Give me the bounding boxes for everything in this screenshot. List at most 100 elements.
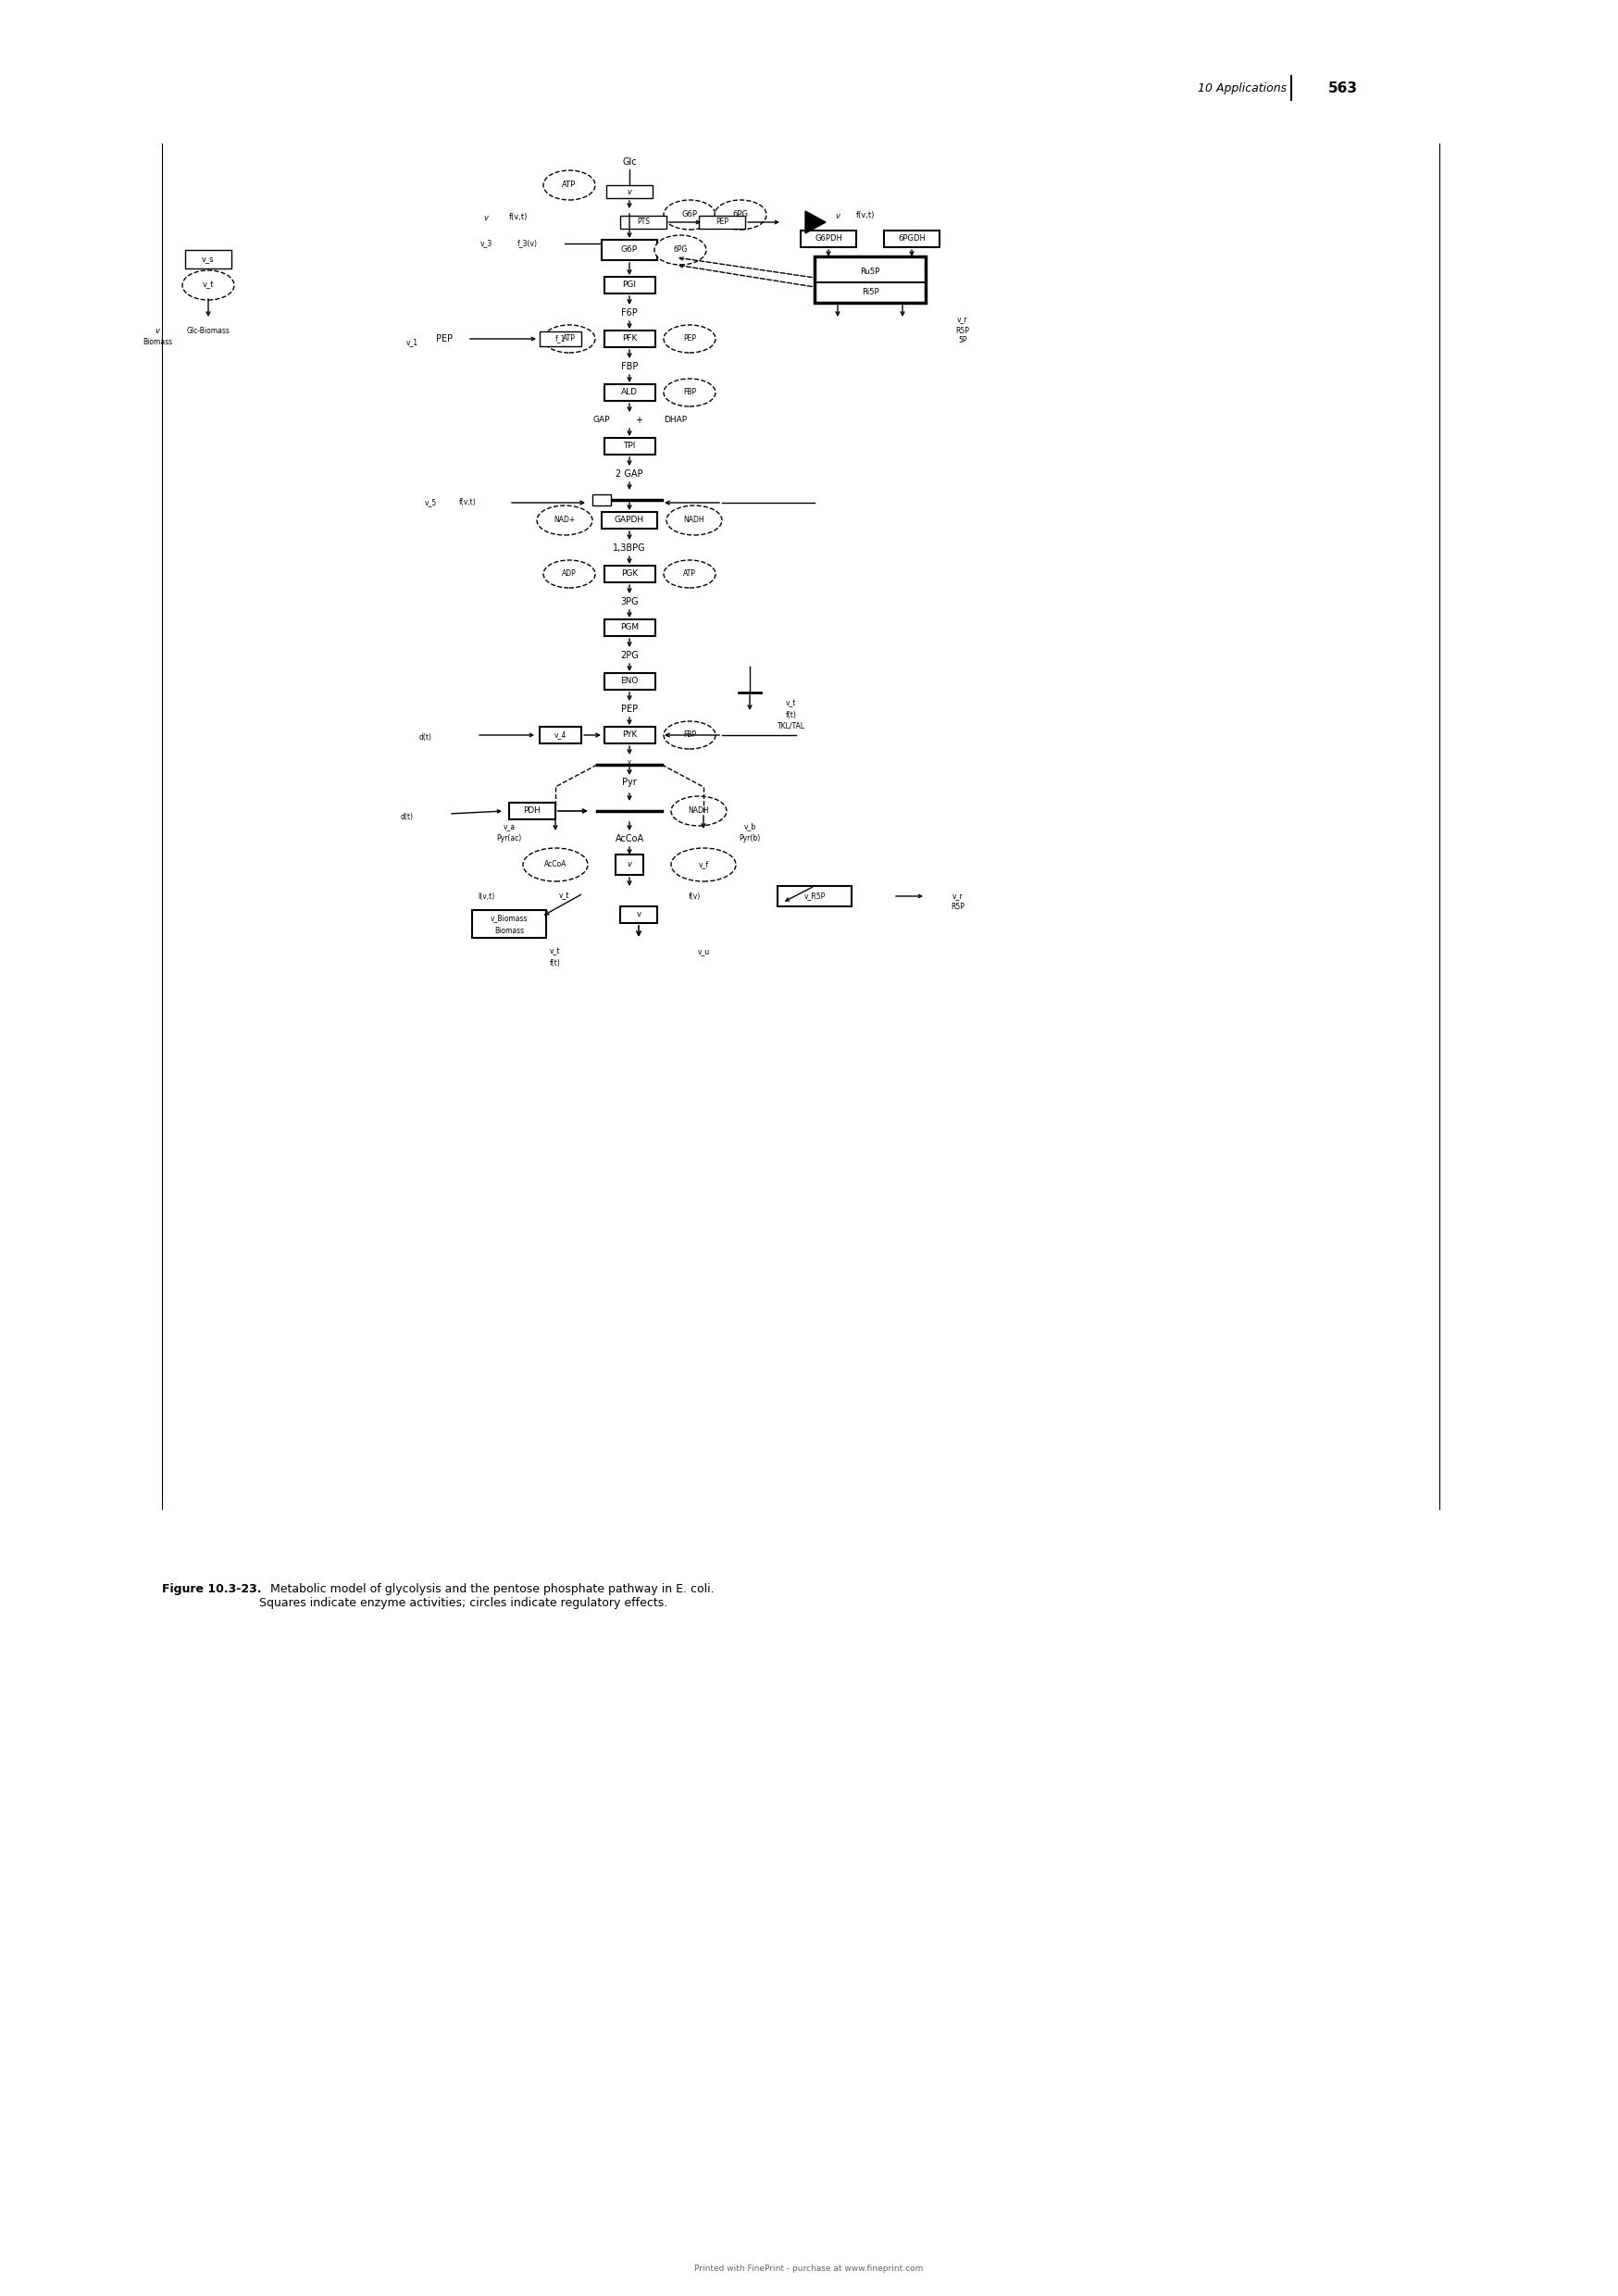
Text: +: + <box>634 416 642 425</box>
Text: AcCoA: AcCoA <box>615 833 644 843</box>
Text: PFK: PFK <box>621 335 637 342</box>
Text: v_r: v_r <box>958 315 968 324</box>
Text: 5P: 5P <box>958 338 968 344</box>
Text: 2PG: 2PG <box>620 650 639 661</box>
Text: f(v,t): f(v,t) <box>856 211 875 220</box>
Text: TKL/TAL: TKL/TAL <box>778 721 806 730</box>
Text: PEP: PEP <box>435 335 453 344</box>
Text: v_t: v_t <box>202 280 214 289</box>
Text: F6P: F6P <box>621 308 637 317</box>
Text: f_3(v): f_3(v) <box>518 239 537 248</box>
Text: d(t): d(t) <box>401 813 414 820</box>
Text: Glc-Biomass: Glc-Biomass <box>186 328 230 335</box>
FancyBboxPatch shape <box>607 186 652 197</box>
Text: v_4: v_4 <box>553 730 566 739</box>
Text: FBP: FBP <box>683 388 696 397</box>
Text: Biomass: Biomass <box>142 338 172 347</box>
FancyBboxPatch shape <box>472 909 547 937</box>
Text: v_Biomass: v_Biomass <box>490 914 527 923</box>
Text: Ru5P: Ru5P <box>861 266 880 276</box>
FancyBboxPatch shape <box>604 383 655 402</box>
Text: GAPDH: GAPDH <box>615 517 644 523</box>
Text: v_3: v_3 <box>481 239 492 248</box>
FancyBboxPatch shape <box>539 728 581 744</box>
Ellipse shape <box>663 200 715 230</box>
Ellipse shape <box>183 271 235 301</box>
Text: f(v,t): f(v,t) <box>510 214 527 223</box>
Text: FBP: FBP <box>683 730 696 739</box>
Text: ENO: ENO <box>620 677 639 687</box>
Text: f(v): f(v) <box>688 893 701 900</box>
Text: Ri5P: Ri5P <box>861 287 879 296</box>
Text: v: v <box>628 861 631 868</box>
Text: NADH: NADH <box>688 806 709 815</box>
FancyBboxPatch shape <box>801 230 856 248</box>
Ellipse shape <box>667 505 722 535</box>
Ellipse shape <box>715 200 767 230</box>
Text: NAD+: NAD+ <box>553 517 576 523</box>
FancyBboxPatch shape <box>602 512 657 528</box>
Text: Printed with FinePrint - purchase at www.fineprint.com: Printed with FinePrint - purchase at www… <box>694 2264 924 2273</box>
Ellipse shape <box>654 234 705 264</box>
Text: v: v <box>628 188 631 195</box>
Text: 1,3BPG: 1,3BPG <box>613 544 646 553</box>
Ellipse shape <box>663 721 715 748</box>
Ellipse shape <box>671 847 736 882</box>
Text: v_1: v_1 <box>406 338 417 347</box>
Text: DHAP: DHAP <box>663 416 688 425</box>
Ellipse shape <box>544 170 595 200</box>
Text: v: v <box>636 912 641 918</box>
Text: PGM: PGM <box>620 625 639 631</box>
Text: 6PG: 6PG <box>733 211 749 218</box>
Text: FBP: FBP <box>621 363 637 372</box>
Text: NADH: NADH <box>684 517 705 523</box>
FancyBboxPatch shape <box>604 439 655 455</box>
Text: v_t: v_t <box>786 700 796 707</box>
FancyBboxPatch shape <box>814 257 925 303</box>
Text: d(t): d(t) <box>419 735 432 742</box>
FancyBboxPatch shape <box>604 728 655 744</box>
FancyBboxPatch shape <box>620 216 667 230</box>
Text: f(v,t): f(v,t) <box>460 498 476 507</box>
Text: Pyr(b): Pyr(b) <box>739 833 760 843</box>
Text: G6P: G6P <box>621 246 637 255</box>
Text: v_R5P: v_R5P <box>804 893 825 900</box>
Text: R5P: R5P <box>956 326 969 335</box>
Ellipse shape <box>544 326 595 354</box>
FancyBboxPatch shape <box>620 907 657 923</box>
Text: Biomass: Biomass <box>493 925 524 934</box>
FancyBboxPatch shape <box>604 673 655 689</box>
Text: Pyr(ac): Pyr(ac) <box>497 833 521 843</box>
Text: f(t): f(t) <box>550 960 561 967</box>
Ellipse shape <box>523 847 587 882</box>
FancyBboxPatch shape <box>883 230 940 248</box>
Ellipse shape <box>544 560 595 588</box>
Text: I(v,t): I(v,t) <box>477 893 495 900</box>
FancyBboxPatch shape <box>510 804 555 820</box>
Text: G6P: G6P <box>681 211 697 218</box>
Text: PEP: PEP <box>715 218 728 227</box>
Text: GAP: GAP <box>594 416 610 425</box>
Text: f(t): f(t) <box>786 709 798 719</box>
Text: 10 Applications: 10 Applications <box>1197 83 1286 94</box>
Text: ADP: ADP <box>561 569 576 579</box>
Text: v_u: v_u <box>697 948 710 955</box>
Text: PTS: PTS <box>637 218 650 227</box>
Text: R5P: R5P <box>951 902 964 912</box>
Text: v: v <box>835 211 840 220</box>
Ellipse shape <box>663 560 715 588</box>
Text: v_r: v_r <box>953 893 963 900</box>
FancyBboxPatch shape <box>592 494 612 505</box>
Text: PDH: PDH <box>524 806 540 815</box>
Text: PYK: PYK <box>621 730 637 739</box>
FancyBboxPatch shape <box>778 886 851 907</box>
FancyBboxPatch shape <box>615 854 644 875</box>
Text: Metabolic model of glycolysis and the pentose phosphate pathway in E. coli.
Squa: Metabolic model of glycolysis and the pe… <box>259 1584 714 1609</box>
Text: ATP: ATP <box>561 181 576 188</box>
FancyBboxPatch shape <box>602 239 657 259</box>
Text: v: v <box>628 760 631 765</box>
Text: AcCoA: AcCoA <box>544 861 566 868</box>
Text: v_f: v_f <box>699 861 709 868</box>
Text: 6PG: 6PG <box>673 246 688 255</box>
Text: 2 GAP: 2 GAP <box>616 468 642 478</box>
